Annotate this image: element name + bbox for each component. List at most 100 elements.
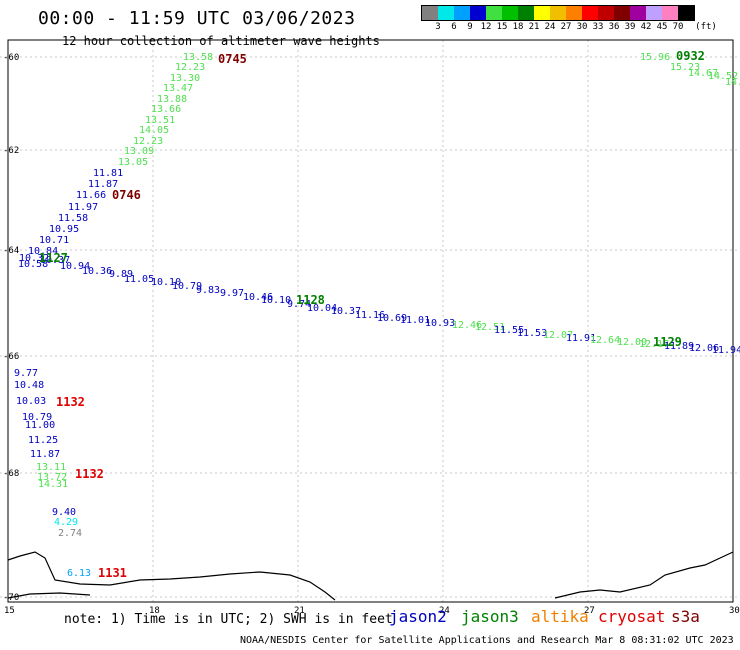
legend-satellite-jason2: jason2 bbox=[389, 607, 447, 626]
wave-height-value: 11.94 bbox=[712, 345, 740, 356]
latitude-label: -66 bbox=[3, 352, 19, 362]
wave-height-value: 10.10 bbox=[151, 277, 181, 288]
footer-credit: NOAA/NESDIS Center for Satellite Applica… bbox=[240, 635, 734, 646]
scale-label: 27 bbox=[560, 22, 572, 32]
scale-swatch bbox=[422, 6, 438, 20]
wave-height-value: 13.11 bbox=[36, 462, 66, 473]
wave-height-value: 11.58 bbox=[58, 213, 88, 224]
pass-time-label: 1132 bbox=[75, 467, 104, 481]
wave-height-value: 9.77 bbox=[14, 368, 38, 379]
scale-label: 45 bbox=[656, 22, 668, 32]
longitude-label: 18 bbox=[149, 606, 160, 616]
longitude-labels: 15 18 21 24 27 30 bbox=[4, 606, 740, 616]
wave-height-value: 12.17 bbox=[639, 339, 669, 350]
wave-height-value: 10.03 bbox=[16, 396, 46, 407]
wave-height-value: 10.69 bbox=[377, 313, 407, 324]
wave-height-value: 10.37 bbox=[331, 306, 361, 317]
scale-label: 42 bbox=[640, 22, 652, 32]
wave-height-value: 10.58 bbox=[18, 259, 48, 270]
coastline bbox=[7, 551, 734, 601]
wave-height-value: 13.88 bbox=[157, 94, 187, 105]
wave-height-value: 10.79 bbox=[22, 412, 52, 423]
latitude-label: -68 bbox=[3, 469, 19, 479]
scale-swatch bbox=[566, 6, 582, 20]
scale-swatch bbox=[438, 6, 454, 20]
wave-height-value: 14.67 bbox=[688, 68, 718, 79]
pass-time-label: 1127 bbox=[39, 251, 68, 265]
wave-height-value: 15.23 bbox=[670, 62, 700, 73]
wave-height-value: 9.74 bbox=[287, 299, 311, 310]
wave-height-value: 11.00 bbox=[25, 420, 55, 431]
scale-swatch bbox=[662, 6, 678, 20]
wave-height-value: 13.66 bbox=[151, 104, 181, 115]
scale-swatch bbox=[486, 6, 502, 20]
wave-height-value: 11.25 bbox=[28, 435, 58, 446]
scale-label: (ft) bbox=[695, 22, 717, 32]
scale-label: 30 bbox=[576, 22, 588, 32]
coastline-path bbox=[554, 551, 734, 599]
map-frame bbox=[7, 39, 734, 603]
scale-label: 15 bbox=[496, 22, 508, 32]
scale-label: 12 bbox=[480, 22, 492, 32]
coastline-path bbox=[7, 592, 91, 599]
wave-height-value: 10.36 bbox=[82, 266, 112, 277]
wave-height-value: 10.94 bbox=[60, 261, 90, 272]
scale-swatch bbox=[534, 6, 550, 20]
pass-time-labels: 0745 0746 1127 1128 1129 0932 1132 1132 1131 bbox=[39, 49, 705, 580]
wave-height-value: 10.79 bbox=[172, 281, 202, 292]
scale-label: 36 bbox=[608, 22, 620, 32]
latitude-label: -64 bbox=[3, 246, 19, 256]
scale-label: 18 bbox=[512, 22, 524, 32]
latitude-label: -70 bbox=[3, 593, 19, 603]
color-scale-swatches bbox=[421, 5, 695, 21]
scale-label: 33 bbox=[592, 22, 604, 32]
wave-height-value: 10.10 bbox=[261, 295, 291, 306]
longitude-label: 24 bbox=[439, 606, 450, 616]
wave-height-value: 11.87 bbox=[30, 449, 60, 460]
wave-height-value: 12.46 bbox=[452, 320, 482, 331]
wave-height-value: 9.89 bbox=[109, 269, 133, 280]
scale-label: 70 bbox=[672, 22, 684, 32]
wave-height-value: 6.13 bbox=[67, 568, 91, 579]
wave-height-value: 13.51 bbox=[145, 115, 175, 126]
wave-height-value: 9.97 bbox=[220, 288, 244, 299]
color-scale: 3 6 9 12 15 18 21 24 27 30 33 36 39 42 45 70 (ft) bbox=[421, 5, 717, 32]
scale-swatch bbox=[454, 6, 470, 20]
wave-height-value: 10.46 bbox=[243, 292, 273, 303]
wave-height-value: 12.07 bbox=[543, 330, 573, 341]
wave-height-value: 2.74 bbox=[58, 528, 82, 539]
wave-height-value: 13.05 bbox=[118, 157, 148, 168]
scale-swatch bbox=[550, 6, 566, 20]
pass-time-label: 0746 bbox=[112, 188, 141, 202]
scale-label: 24 bbox=[544, 22, 556, 32]
wave-height-value: 11.01 bbox=[400, 315, 430, 326]
latitude-label: -62 bbox=[3, 146, 19, 156]
coastline-path bbox=[7, 551, 336, 601]
wave-height-value: 12.64 bbox=[590, 335, 620, 346]
wave-height-value: 11.91 bbox=[566, 333, 596, 344]
wave-height-value: 12.51 bbox=[475, 322, 505, 333]
wave-height-value: 13.09 bbox=[124, 146, 154, 157]
longitude-label: 30 bbox=[729, 606, 740, 616]
scale-label: 21 bbox=[528, 22, 540, 32]
scale-swatch bbox=[502, 6, 518, 20]
scale-swatch bbox=[470, 6, 486, 20]
longitude-label: 15 bbox=[4, 606, 15, 616]
scale-swatch bbox=[646, 6, 662, 20]
wave-height-value: 10.32 bbox=[19, 253, 49, 264]
wave-height-value: 12.09 bbox=[617, 337, 647, 348]
wave-height-value: 10.04 bbox=[307, 303, 337, 314]
wave-height-value: 11.97 bbox=[68, 202, 98, 213]
wave-height-value: 9.83 bbox=[196, 285, 220, 296]
scale-label: 39 bbox=[624, 22, 636, 32]
wave-height-value: 11.55 bbox=[494, 325, 524, 336]
latitude-labels: -60 -62 -64 -66 -68 -70 bbox=[3, 53, 19, 603]
wave-height-value: 14. bbox=[725, 77, 740, 88]
scale-swatch bbox=[518, 6, 534, 20]
wave-height-value: 12.23 bbox=[175, 62, 205, 73]
scale-swatch bbox=[598, 6, 614, 20]
wave-height-value: 10.48 bbox=[14, 380, 44, 391]
wave-height-value: 10.37 bbox=[40, 255, 70, 266]
latitude-label: -60 bbox=[3, 53, 19, 63]
pass-time-label: 0932 bbox=[676, 49, 705, 63]
